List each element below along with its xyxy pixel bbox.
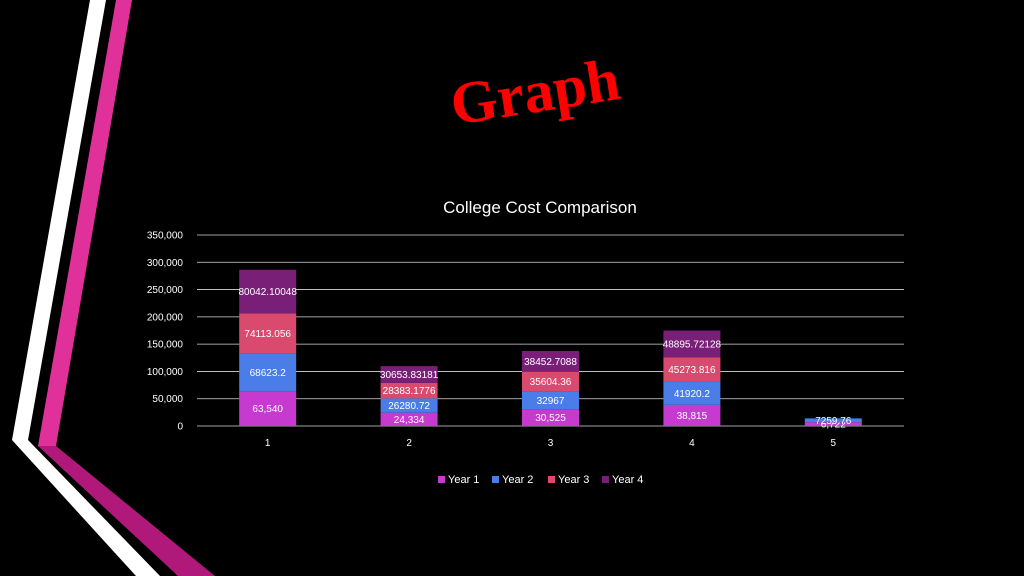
y-axis-labels: 0 50,000 100,000 150,000 200,000 250,000 300,0… — [147, 231, 184, 433]
x-tick-label: 4 — [689, 438, 695, 449]
y-tick-label: 0 — [177, 422, 183, 433]
data-label: 68623.2 — [250, 368, 287, 379]
bar-segment — [239, 391, 297, 426]
y-tick-label: 150,000 — [147, 340, 184, 351]
data-label: 48895.72128 — [663, 339, 722, 350]
y-tick-label: 350,000 — [147, 231, 184, 242]
data-label: 24,334 — [394, 415, 425, 426]
x-axis-labels: 1 2 3 4 5 — [265, 438, 837, 449]
bar-segment — [380, 412, 438, 426]
y-tick-label: 300,000 — [147, 258, 184, 269]
x-tick-label: 5 — [831, 438, 837, 449]
bar-segment — [522, 409, 579, 426]
bar-segment — [804, 422, 862, 426]
white-stripe-upper — [12, 0, 106, 440]
x-tick-label: 3 — [548, 438, 554, 449]
data-label: 45273.816 — [668, 365, 716, 376]
pink-stripe-upper — [38, 0, 132, 446]
legend-swatch — [602, 476, 609, 483]
bar-segment — [380, 366, 438, 383]
data-label: 74113.056 — [244, 329, 291, 340]
bar-segment — [522, 350, 579, 372]
data-label: 28383.1776 — [383, 386, 436, 397]
data-label: 41920.2 — [674, 389, 711, 400]
bar-segment — [804, 418, 862, 423]
data-label: 6,722 — [821, 420, 846, 431]
legend-label: Year 3 — [558, 474, 589, 486]
chart-bars: 63,540 68623.2 74113.056 80042.10048 24,334 2… — [238, 269, 862, 431]
bar-segment — [239, 313, 297, 354]
bar-segment — [663, 404, 721, 426]
data-label: 26280.72 — [388, 401, 430, 412]
bar-segment — [522, 371, 579, 392]
bar-segment — [522, 391, 579, 410]
bar-segment — [239, 269, 297, 314]
bar-segment — [663, 357, 721, 382]
legend-label: Year 1 — [448, 474, 479, 486]
y-tick-label: 250,000 — [147, 285, 184, 296]
data-label: 32967 — [537, 396, 565, 407]
bar-segment — [663, 330, 721, 358]
data-label: 80042.10048 — [238, 287, 297, 298]
chart-legend: Year 1 Year 2 Year 3 Year 4 — [438, 474, 643, 486]
legend-swatch — [492, 476, 499, 483]
y-tick-label: 100,000 — [147, 367, 184, 378]
legend-swatch — [438, 476, 445, 483]
legend-label: Year 2 — [502, 474, 533, 486]
x-tick-label: 1 — [265, 438, 271, 449]
x-tick-label: 2 — [406, 438, 412, 449]
bar-segment — [663, 381, 721, 405]
bar-segment — [380, 382, 438, 399]
magenta-stripe-lower — [38, 446, 215, 576]
data-label: 30653.83181 — [380, 370, 439, 381]
chart-title: College Cost Comparison — [443, 198, 637, 217]
data-label: 38452.7088 — [524, 357, 577, 368]
data-label: 30,525 — [535, 413, 566, 424]
data-label: 63,540 — [252, 404, 283, 415]
white-stripe-lower — [12, 440, 160, 576]
legend-swatch — [548, 476, 555, 483]
bar-segment — [380, 398, 438, 413]
y-tick-label: 200,000 — [147, 312, 184, 323]
data-label: 35604.36 — [530, 377, 572, 388]
y-tick-label: 50,000 — [152, 394, 183, 405]
data-label: 7259.76 — [815, 416, 852, 427]
bar-segment — [239, 353, 297, 392]
data-label: 38,815 — [677, 411, 708, 422]
legend-label: Year 4 — [612, 474, 643, 486]
